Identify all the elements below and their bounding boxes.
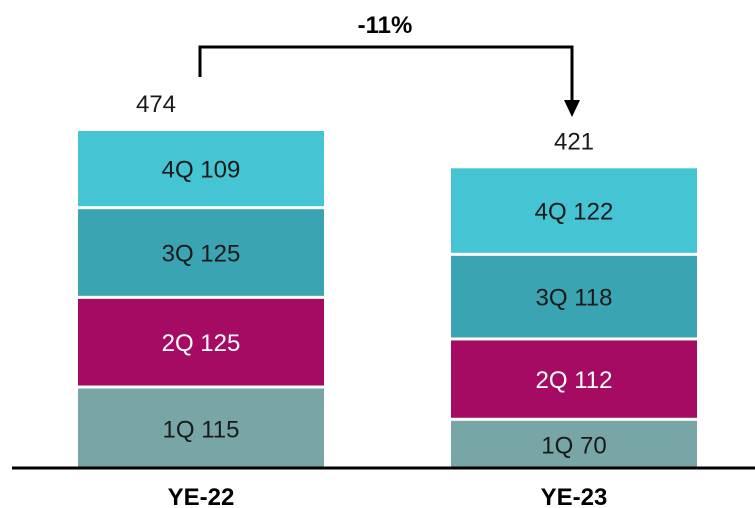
total-label-ye-23: 421 — [554, 128, 594, 155]
bar-segment-3q-ye-22 — [78, 209, 324, 296]
bar-segment-2q-ye-23 — [451, 340, 697, 418]
segment-label-4q-ye-23: 4Q 122 — [535, 199, 614, 226]
total-label-ye-22: 474 — [136, 91, 176, 118]
bar-segment-1q-ye-22 — [78, 388, 324, 468]
segment-label-2q-ye-22: 2Q 125 — [162, 330, 241, 357]
segment-label-3q-ye-22: 3Q 125 — [162, 241, 241, 268]
change-arrowhead — [564, 100, 580, 117]
segment-label-3q-ye-23: 3Q 118 — [536, 285, 613, 312]
segment-label-4q-ye-22: 4Q 109 — [162, 157, 241, 184]
bar-segment-4q-ye-22 — [78, 131, 324, 207]
category-label-ye-23: YE-23 — [541, 484, 608, 508]
bar-segment-4q-ye-23 — [451, 168, 697, 253]
change-bracket — [198, 45, 574, 100]
segment-label-1q-ye-22: 1Q 115 — [163, 416, 240, 443]
segment-label-1q-ye-23: 1Q 70 — [541, 432, 606, 459]
bar-segment-3q-ye-23 — [451, 255, 697, 338]
labels-layer: 1Q 115 2Q 125 3Q 125 4Q 109 474 YE-22 1Q 70 2Q … — [136, 91, 613, 508]
change-label: -11% — [358, 12, 413, 39]
bar-segment-2q-ye-22 — [78, 298, 324, 386]
segment-label-2q-ye-23: 2Q 112 — [536, 367, 613, 394]
bars-layer — [78, 131, 697, 468]
category-label-ye-22: YE-22 — [168, 484, 235, 508]
bar-segment-1q-ye-23 — [451, 420, 697, 468]
